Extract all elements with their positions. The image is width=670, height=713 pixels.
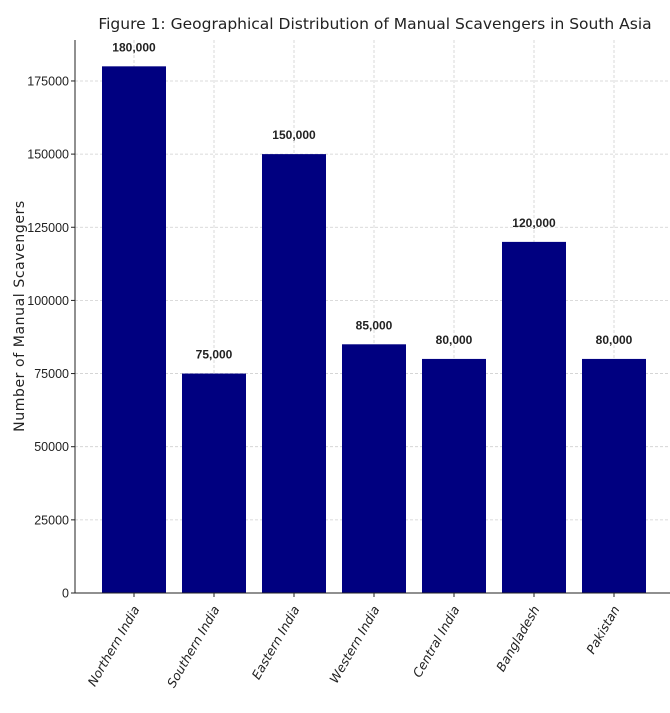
y-axis-label: Number of Manual Scavengers (12, 200, 28, 432)
bar (342, 344, 406, 593)
bar (502, 241, 566, 593)
x-axis-ticks: Northern India Southern India Eastern Indi… (84, 593, 623, 690)
bar-value-label: 75,000 (196, 348, 233, 362)
bar-value-label: 80,000 (436, 333, 473, 347)
x-tick-label: Pakistan (583, 603, 622, 656)
chart-title: Figure 1: Geographical Distribution of M… (98, 15, 651, 33)
bar (182, 373, 246, 593)
y-tick-label: 75000 (34, 367, 69, 381)
y-tick-label: 0 (62, 587, 69, 601)
x-tick-label: Central India (410, 603, 463, 680)
x-tick-label: Eastern India (248, 603, 302, 682)
bar (422, 358, 486, 593)
bar (262, 154, 326, 593)
x-tick-label: Western India (326, 603, 382, 686)
bars (102, 66, 646, 594)
bar-value-label: 120,000 (512, 216, 556, 230)
bar-value-label: 150,000 (272, 128, 316, 142)
y-axis-ticks: 0 25000 50000 75000 100000 125000 150000 175000 (27, 74, 75, 601)
data-labels: 180,000 75,000 150,000 85,000 80,000 120,000 8… (112, 40, 632, 361)
y-tick-label: 100000 (27, 294, 69, 308)
x-tick-label: Southern India (164, 603, 223, 690)
y-tick-label: 150000 (27, 148, 69, 162)
bar (102, 66, 166, 594)
y-tick-label: 125000 (27, 221, 69, 235)
x-tick-label: Bangladesh (493, 603, 543, 674)
x-tick-label: Northern India (84, 603, 142, 689)
bar-value-label: 180,000 (112, 40, 156, 54)
y-tick-label: 25000 (34, 513, 69, 527)
axes (74, 40, 670, 594)
y-tick-label: 50000 (34, 440, 69, 454)
bar-value-label: 85,000 (356, 318, 393, 332)
bar (582, 358, 646, 593)
bar-value-label: 80,000 (596, 333, 633, 347)
y-tick-label: 175000 (27, 74, 69, 88)
